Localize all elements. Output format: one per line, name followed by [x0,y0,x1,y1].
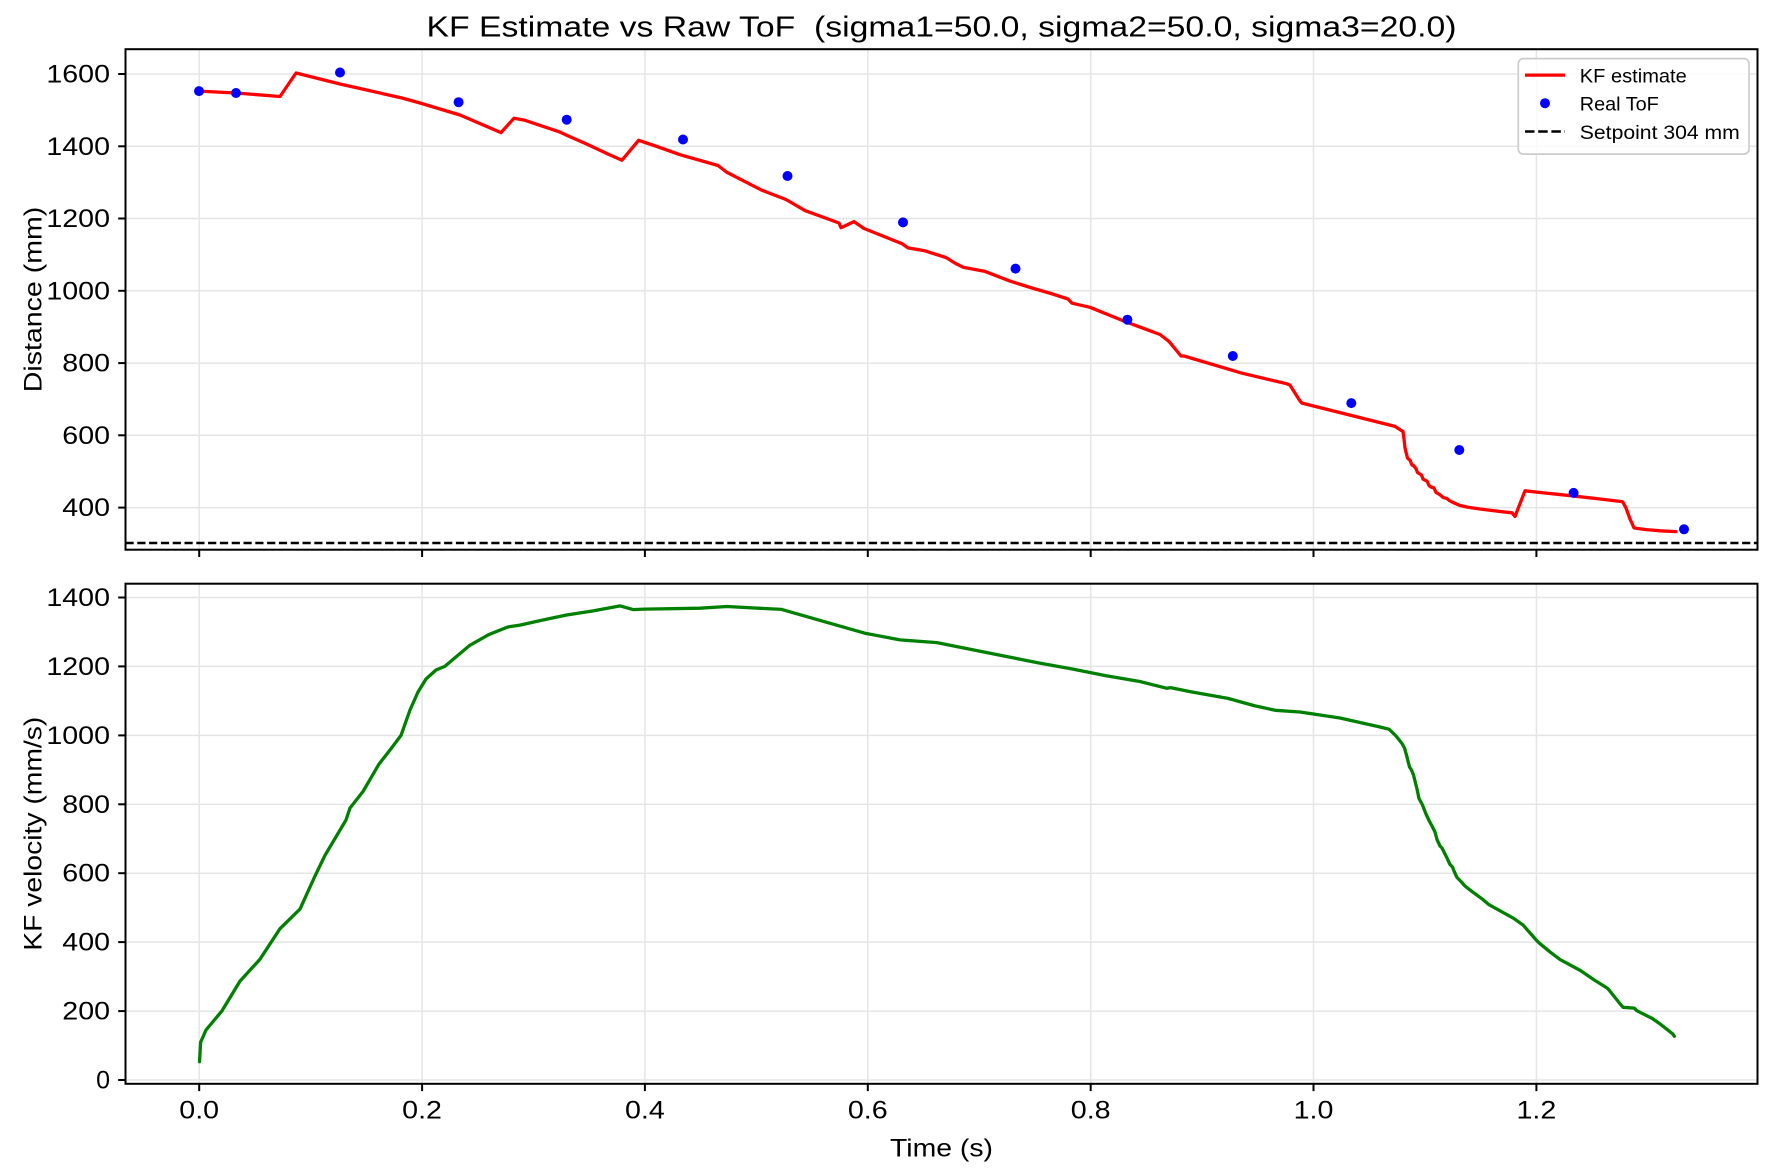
svg-text:1200: 1200 [46,205,110,233]
svg-text:800: 800 [62,350,110,378]
svg-text:400: 400 [62,929,110,957]
svg-text:0.6: 0.6 [848,1097,888,1125]
svg-text:1.2: 1.2 [1517,1097,1557,1125]
svg-text:0.8: 0.8 [1071,1097,1111,1125]
svg-text:KF Estimate vs Raw ToF (sigma: KF Estimate vs Raw ToF (sigma1=50.0, sig… [427,11,1457,43]
svg-text:Distance (mm): Distance (mm) [20,207,48,393]
svg-text:1200: 1200 [46,653,110,681]
svg-text:200: 200 [62,998,110,1026]
svg-text:KF estimate: KF estimate [1580,66,1687,88]
svg-text:1000: 1000 [46,722,110,750]
svg-text:Real ToF: Real ToF [1580,94,1659,116]
svg-text:1000: 1000 [46,277,110,305]
svg-text:1400: 1400 [46,133,110,161]
svg-text:Setpoint 304 mm: Setpoint 304 mm [1580,122,1740,144]
svg-text:0.4: 0.4 [625,1097,665,1125]
svg-text:0: 0 [96,1067,110,1095]
svg-text:0.2: 0.2 [402,1097,442,1125]
svg-text:800: 800 [62,791,110,819]
svg-text:1.0: 1.0 [1294,1097,1334,1125]
svg-text:1600: 1600 [46,61,110,89]
svg-text:0.0: 0.0 [179,1097,219,1125]
svg-text:600: 600 [62,422,110,450]
svg-text:KF velocity (mm/s): KF velocity (mm/s) [20,717,48,951]
svg-text:600: 600 [62,860,110,888]
svg-text:1400: 1400 [46,584,110,612]
svg-text:400: 400 [62,494,110,522]
svg-text:Time (s): Time (s) [890,1134,993,1162]
